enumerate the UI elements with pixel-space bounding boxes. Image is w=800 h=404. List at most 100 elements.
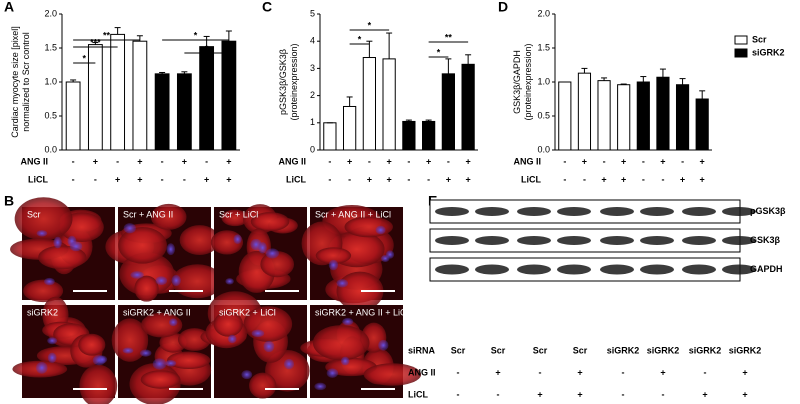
- significance-label: *: [82, 53, 86, 63]
- condition-sign: +: [621, 156, 626, 166]
- micrograph: Scr + LiCl: [210, 204, 307, 300]
- row-cell: +: [742, 367, 747, 377]
- band-label: pGSK3β: [750, 206, 786, 216]
- cell: [249, 372, 277, 399]
- micrograph: siGRK2 + ANG II: [111, 305, 212, 404]
- condition-sign: -: [407, 156, 410, 166]
- nucleus: [152, 358, 167, 370]
- row-cell: +: [577, 367, 582, 377]
- condition-sign: +: [347, 156, 352, 166]
- condition-sign: -: [563, 174, 566, 184]
- blot-band: [475, 236, 509, 245]
- cell: [79, 364, 118, 404]
- condition-sign: +: [226, 156, 231, 166]
- condition-sign: -: [661, 174, 664, 184]
- nucleus: [263, 340, 275, 353]
- nucleus: [258, 242, 267, 254]
- condition-sign: +: [621, 174, 626, 184]
- y-tick-label: 0.5: [537, 110, 550, 120]
- bar: [176, 73, 192, 151]
- y-tick-label: 1: [310, 117, 315, 127]
- y-tick-label: 3: [310, 63, 315, 73]
- blot-band: [722, 207, 756, 216]
- nucleus: [340, 356, 350, 366]
- blot-band: [722, 264, 756, 275]
- cell: [140, 370, 181, 389]
- row-label: ANG II: [408, 367, 436, 377]
- condition-sign: +: [601, 174, 606, 184]
- y-tick-label: 1.5: [537, 42, 550, 52]
- nucleus: [336, 279, 349, 288]
- condition-sign: -: [642, 174, 645, 184]
- nucleus: [378, 339, 389, 351]
- nucleus: [342, 317, 354, 326]
- row-cell: -: [622, 389, 625, 399]
- cell: [363, 363, 422, 386]
- blot-band: [600, 207, 634, 216]
- nucleus: [375, 225, 386, 235]
- condition-sign: +: [137, 156, 142, 166]
- significance-label: **: [445, 32, 453, 42]
- condition-sign: -: [328, 174, 331, 184]
- micrograph-caption: siGRK2: [27, 307, 58, 317]
- micrograph: siGRK2 + LiCl: [200, 291, 310, 399]
- nucleus: [123, 223, 136, 234]
- cell: [166, 351, 211, 370]
- panel-label: D: [498, 0, 508, 15]
- micrograph: siGRK2: [12, 296, 118, 404]
- blot-band: [517, 207, 551, 216]
- condition-label: ANG II: [20, 156, 48, 166]
- nucleus: [130, 271, 144, 279]
- bar: [110, 33, 126, 151]
- condition-sign: -: [161, 156, 164, 166]
- panel-label: C: [262, 0, 272, 15]
- condition-sign: +: [226, 174, 231, 184]
- row-cell: -: [704, 367, 707, 377]
- cell: [213, 311, 243, 337]
- blot-band: [557, 207, 591, 216]
- cell: [38, 245, 87, 270]
- condition-sign: -: [161, 174, 164, 184]
- condition-sign: +: [137, 174, 142, 184]
- condition-sign: +: [700, 174, 705, 184]
- cell: [171, 264, 223, 299]
- y-tick-label: 2.0: [537, 8, 550, 18]
- significance-label: ***: [90, 37, 101, 47]
- cell: [344, 216, 393, 238]
- cell: [78, 333, 106, 356]
- significance-label: *: [194, 30, 198, 40]
- cell: [150, 203, 187, 230]
- condition-label: LiCL: [28, 174, 48, 184]
- condition-sign: -: [603, 156, 606, 166]
- bar: [422, 120, 436, 151]
- condition-sign: -: [72, 156, 75, 166]
- condition-label: ANG II: [513, 156, 541, 166]
- nucleus: [227, 334, 237, 344]
- nucleus: [44, 277, 55, 286]
- y-axis-label: GSK3β/GAPDH: [512, 50, 522, 114]
- bar: [323, 122, 337, 151]
- blot-band: [517, 264, 551, 275]
- nucleus: [251, 329, 265, 338]
- row-cell: +: [702, 389, 707, 399]
- cell: [118, 226, 167, 264]
- y-tick-label: 0.5: [44, 110, 57, 120]
- micrograph-caption: Scr + ANG II: [123, 209, 173, 219]
- row-cell: +: [495, 367, 500, 377]
- y-axis-label: normalized to Scr control: [21, 32, 31, 132]
- nucleus: [47, 352, 57, 363]
- condition-sign: -: [72, 174, 75, 184]
- condition-sign: +: [465, 174, 470, 184]
- blot-band: [475, 207, 509, 216]
- micrograph-caption: siGRK2 + ANG II + LiCl: [315, 307, 409, 317]
- condition-sign: -: [328, 156, 331, 166]
- row-label: siRNA: [408, 345, 436, 355]
- cell: [325, 357, 377, 377]
- condition-sign: +: [446, 174, 451, 184]
- blot-band: [475, 264, 509, 275]
- blot-band: [435, 207, 469, 216]
- nucleus: [165, 359, 177, 367]
- bar: [558, 81, 572, 151]
- condition-sign: -: [116, 156, 119, 166]
- condition-sign: +: [426, 156, 431, 166]
